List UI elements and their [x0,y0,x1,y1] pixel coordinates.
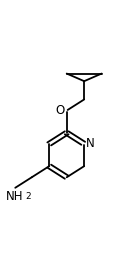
Text: N: N [86,137,95,150]
Text: NH: NH [6,190,23,203]
Text: 2: 2 [25,192,31,201]
Text: O: O [55,104,65,117]
